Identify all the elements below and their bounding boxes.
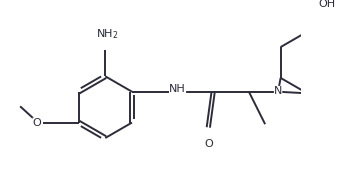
Text: NH: NH: [169, 84, 186, 94]
Text: O: O: [32, 118, 41, 128]
Text: O: O: [204, 139, 213, 149]
Text: NH$_2$: NH$_2$: [95, 27, 118, 41]
Text: N: N: [274, 86, 282, 96]
Text: OH: OH: [319, 0, 336, 9]
